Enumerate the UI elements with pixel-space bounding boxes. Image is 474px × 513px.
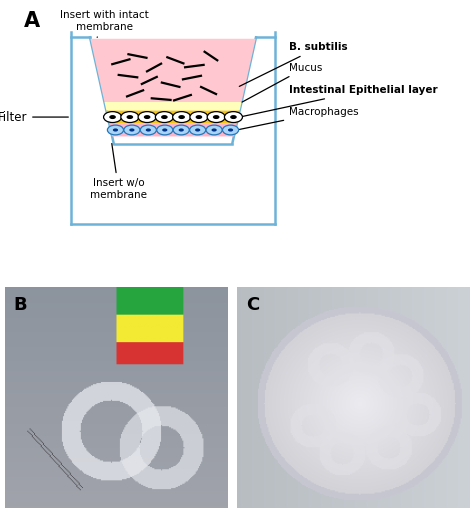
Text: Insert with intact
membrane: Insert with intact membrane: [60, 10, 149, 37]
Text: C: C: [246, 296, 260, 314]
Circle shape: [207, 112, 225, 123]
Circle shape: [190, 112, 208, 123]
Circle shape: [230, 115, 237, 119]
Polygon shape: [109, 124, 237, 136]
Circle shape: [162, 128, 167, 131]
Circle shape: [195, 128, 201, 131]
Circle shape: [157, 125, 173, 135]
Circle shape: [222, 125, 238, 135]
Circle shape: [225, 112, 243, 123]
Circle shape: [129, 128, 135, 131]
Text: Filter: Filter: [0, 111, 68, 124]
Circle shape: [179, 128, 184, 131]
Circle shape: [173, 125, 189, 135]
Circle shape: [138, 112, 156, 123]
Circle shape: [121, 112, 139, 123]
Circle shape: [213, 115, 219, 119]
Circle shape: [127, 115, 133, 119]
Text: Insert w/o
membrane: Insert w/o membrane: [90, 144, 147, 200]
Circle shape: [144, 115, 150, 119]
Circle shape: [228, 128, 233, 131]
Circle shape: [178, 115, 185, 119]
Circle shape: [109, 115, 116, 119]
Circle shape: [108, 125, 124, 135]
Circle shape: [155, 112, 173, 123]
Circle shape: [113, 128, 118, 131]
Circle shape: [211, 128, 217, 131]
Circle shape: [146, 128, 151, 131]
Circle shape: [161, 115, 168, 119]
Circle shape: [104, 112, 121, 123]
Polygon shape: [106, 111, 240, 124]
Text: B: B: [14, 296, 27, 314]
Circle shape: [140, 125, 156, 135]
Circle shape: [173, 112, 191, 123]
Text: Mucus: Mucus: [242, 63, 322, 102]
Circle shape: [196, 115, 202, 119]
Circle shape: [206, 125, 222, 135]
Polygon shape: [91, 39, 255, 102]
Text: B. subtilis: B. subtilis: [239, 43, 348, 86]
Circle shape: [190, 125, 206, 135]
Text: Intestinal Epithelial layer: Intestinal Epithelial layer: [242, 86, 438, 116]
Text: Macrophages: Macrophages: [239, 107, 359, 129]
Polygon shape: [104, 102, 242, 111]
Circle shape: [124, 125, 140, 135]
Text: A: A: [24, 11, 40, 31]
